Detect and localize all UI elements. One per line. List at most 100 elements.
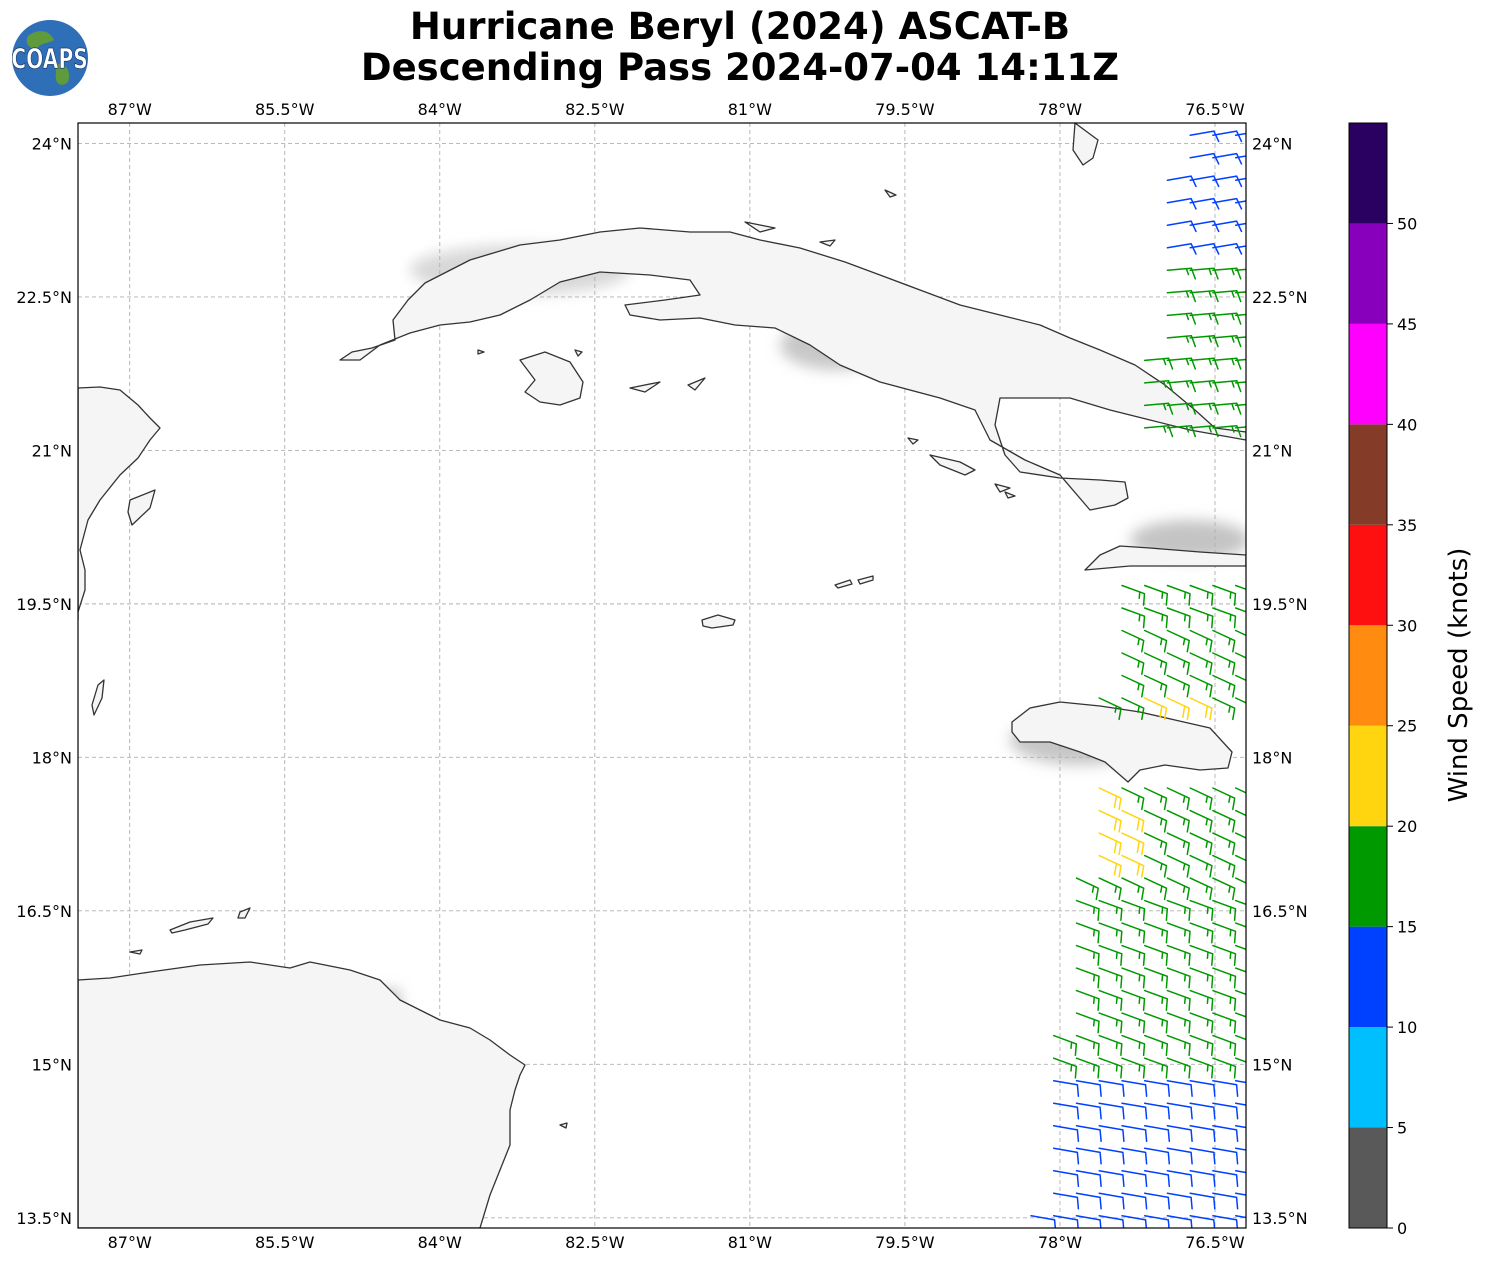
wind-barb-62 <box>1143 584 1169 606</box>
colorbar-bin-1 <box>1349 1027 1387 1128</box>
wind-barb-96 <box>1212 787 1236 811</box>
wind-barb-218 <box>1166 1124 1193 1143</box>
wind-barb-9 <box>1166 175 1197 188</box>
central-america-coast <box>78 961 526 1228</box>
title-line-2: Descending Pass 2024-07-04 14:11Z <box>360 46 1120 89</box>
wind-barb-131 <box>1234 899 1246 906</box>
wind-barb-11 <box>1212 197 1243 210</box>
wind-barb-159 <box>1143 967 1169 989</box>
wind-barb-15 <box>1212 220 1243 233</box>
lon-tick-bottom-7: 76.5°W <box>1185 1233 1245 1252</box>
lat-tick-right-2: 21°N <box>1252 441 1292 460</box>
wind-barb-143 <box>1143 922 1169 944</box>
wind-barb-37 <box>1166 335 1197 348</box>
wind-barb-31 <box>1212 312 1242 325</box>
wind-barb-69 <box>1121 607 1146 629</box>
wind-barb-44 <box>1212 380 1242 393</box>
wind-barb-35 <box>1212 335 1242 348</box>
lat-tick-left-0: 24°N <box>32 134 72 153</box>
lon-tick-top-1: 85.5°W <box>255 100 315 119</box>
lat-tick-left-4: 18°N <box>32 748 72 767</box>
wind-barb-244 <box>1189 1192 1216 1210</box>
wind-barb-7 <box>1212 175 1243 188</box>
wind-barb-117 <box>1212 854 1236 878</box>
lat-tick-right-4: 18°N <box>1252 748 1292 767</box>
wind-barb-259 <box>1052 1214 1079 1228</box>
wind-barb-230 <box>1098 1147 1125 1165</box>
lat-tick-left-1: 22.5°N <box>16 288 72 307</box>
wind-barb-215 <box>1234 1124 1246 1129</box>
wind-barb-103 <box>1212 809 1236 833</box>
wind-barb-81 <box>1121 652 1145 676</box>
wind-barb-161 <box>1098 967 1123 989</box>
wind-barb-238 <box>1121 1169 1148 1188</box>
wind-barb-140 <box>1212 922 1237 944</box>
wind-barb-41 <box>1166 357 1197 370</box>
wind-barb-12 <box>1189 197 1220 210</box>
wind-barb-171 <box>1234 1012 1246 1018</box>
wind-barb-166 <box>1166 989 1191 1011</box>
globe-logo-icon: COAPS <box>11 20 88 96</box>
wind-barb-233 <box>1234 1169 1246 1174</box>
wind-barb-128 <box>1121 877 1145 901</box>
wind-barb-182 <box>1166 1034 1191 1057</box>
wind-barb-145 <box>1098 922 1123 944</box>
page-title: Hurricane Beryl (2024) ASCAT-B Descendin… <box>230 6 1250 88</box>
lat-tick-left-6: 15°N <box>32 1055 72 1074</box>
wind-barb-250 <box>1052 1192 1080 1210</box>
wind-barb-189 <box>1212 1057 1237 1079</box>
florida-coast <box>1072 123 1099 166</box>
wind-barb-4 <box>1212 152 1243 165</box>
wind-barb-258 <box>1075 1214 1102 1228</box>
wind-barb-201 <box>1143 1079 1171 1097</box>
wind-barb-25 <box>1166 267 1197 280</box>
hispaniola-coast <box>1084 545 1246 571</box>
wind-barb-129 <box>1098 877 1122 901</box>
wind-barb-84 <box>1189 674 1213 698</box>
wind-barb-176 <box>1121 1012 1146 1034</box>
wind-barb-155 <box>1234 967 1246 973</box>
wind-barb-185 <box>1098 1034 1123 1057</box>
wind-barb-123 <box>1234 877 1246 884</box>
wind-barb-226 <box>1189 1147 1216 1165</box>
wind-barb-100 <box>1121 787 1145 811</box>
lat-tick-right-0: 24°N <box>1252 134 1292 153</box>
wind-barb-54 <box>1212 425 1242 438</box>
wind-barb-124 <box>1212 877 1236 901</box>
wind-barb-110 <box>1212 832 1236 856</box>
wind-barb-240 <box>1075 1169 1102 1188</box>
wind-barb-231 <box>1075 1147 1102 1165</box>
wind-barb-42 <box>1143 357 1174 370</box>
lat-tick-right-6: 15°N <box>1252 1055 1292 1074</box>
wind-barb-167 <box>1143 989 1169 1011</box>
wind-barb-133 <box>1189 899 1214 921</box>
wind-barb-127 <box>1143 877 1168 901</box>
lat-tick-left-7: 13.5°N <box>16 1209 72 1228</box>
wind-barb-209 <box>1166 1102 1193 1120</box>
wind-barb-164 <box>1212 989 1237 1011</box>
wind-barb-10 <box>1234 200 1246 204</box>
swan-islands-coast <box>129 949 568 1129</box>
wind-barb-174 <box>1166 1012 1191 1034</box>
wind-barb-256 <box>1121 1214 1148 1228</box>
wind-barb-253 <box>1189 1214 1216 1228</box>
wind-barb-98 <box>1166 787 1190 811</box>
wind-barb-106 <box>1143 809 1168 833</box>
wind-barb-114 <box>1121 832 1145 856</box>
wind-barb-134 <box>1166 899 1191 921</box>
wind-barb-160 <box>1121 967 1146 989</box>
wind-barb-217 <box>1189 1124 1216 1143</box>
lon-tick-bottom-5: 79.5°W <box>875 1233 935 1252</box>
lon-tick-top-5: 79.5°W <box>875 100 935 119</box>
wind-barb-36 <box>1189 335 1219 348</box>
wind-barb-151 <box>1143 944 1169 966</box>
wind-barb-5 <box>1189 152 1220 165</box>
colorbar-bin-4 <box>1349 725 1387 827</box>
wind-barb-75 <box>1121 629 1145 653</box>
colorbar: 0 5 10 15 20 25 30 35 40 45 50 <box>1348 122 1417 1238</box>
wind-barb-245 <box>1166 1192 1193 1210</box>
wind-barb-53 <box>1234 426 1246 429</box>
wind-barb-232 <box>1052 1147 1080 1165</box>
lat-tick-right-3: 19.5°N <box>1252 595 1308 614</box>
small-cays-coast <box>91 189 897 716</box>
